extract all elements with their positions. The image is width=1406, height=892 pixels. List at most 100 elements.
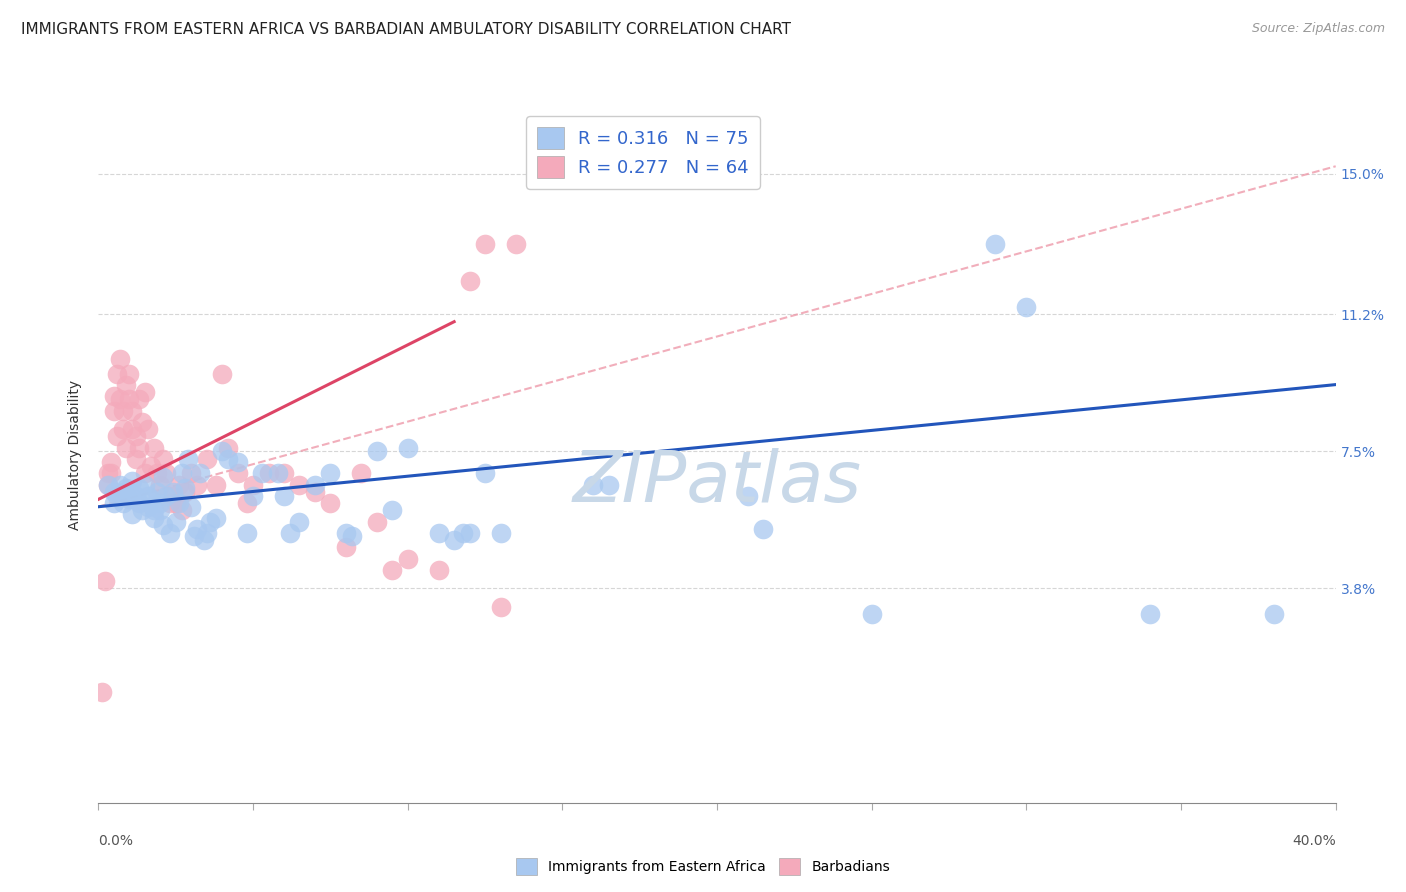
Point <box>335 525 357 540</box>
Point <box>242 489 264 503</box>
Point <box>136 422 159 436</box>
Point <box>118 392 141 407</box>
Point <box>217 451 239 466</box>
Point <box>162 484 184 499</box>
Point <box>93 574 115 588</box>
Point <box>167 496 190 510</box>
Point <box>1139 607 1161 621</box>
Point <box>105 429 128 443</box>
Point <box>103 496 125 510</box>
Point <box>340 529 363 543</box>
Point <box>115 441 138 455</box>
Y-axis label: Ambulatory Disability: Ambulatory Disability <box>69 380 83 530</box>
Point <box>100 467 122 481</box>
Point <box>115 377 138 392</box>
Point <box>128 496 150 510</box>
Point <box>198 515 221 529</box>
Point <box>134 384 156 399</box>
Point <box>143 511 166 525</box>
Point <box>103 403 125 417</box>
Point <box>128 392 150 407</box>
Point <box>131 503 153 517</box>
Point <box>162 489 184 503</box>
Point <box>860 607 883 621</box>
Point <box>90 685 112 699</box>
Point <box>205 477 228 491</box>
Point <box>121 474 143 488</box>
Point <box>458 525 481 540</box>
Point <box>183 529 205 543</box>
Point <box>205 511 228 525</box>
Point <box>149 503 172 517</box>
Point <box>288 515 311 529</box>
Point <box>453 525 475 540</box>
Legend: Immigrants from Eastern Africa, Barbadians: Immigrants from Eastern Africa, Barbadia… <box>510 853 896 880</box>
Point <box>146 467 169 481</box>
Point <box>159 525 181 540</box>
Legend: R = 0.316   N = 75, R = 0.277   N = 64: R = 0.316 N = 75, R = 0.277 N = 64 <box>526 116 759 189</box>
Point <box>165 515 187 529</box>
Point <box>170 503 193 517</box>
Point <box>149 477 172 491</box>
Point <box>195 525 218 540</box>
Point <box>112 403 135 417</box>
Point <box>217 441 239 455</box>
Point <box>139 492 162 507</box>
Point <box>112 496 135 510</box>
Point <box>152 518 174 533</box>
Point <box>304 477 326 491</box>
Point <box>427 563 450 577</box>
Point <box>319 467 342 481</box>
Point <box>118 492 141 507</box>
Point <box>474 237 496 252</box>
Point <box>155 467 177 481</box>
Point <box>105 367 128 381</box>
Point <box>139 458 162 473</box>
Point <box>118 484 141 499</box>
Point <box>236 496 259 510</box>
Point <box>458 274 481 288</box>
Point <box>124 429 146 443</box>
Point <box>396 441 419 455</box>
Point <box>257 467 280 481</box>
Point <box>489 525 512 540</box>
Point <box>335 541 357 555</box>
Point <box>319 496 342 510</box>
Point <box>136 489 159 503</box>
Point <box>211 367 233 381</box>
Point <box>105 489 128 503</box>
Point <box>366 515 388 529</box>
Point <box>195 451 218 466</box>
Point <box>252 467 274 481</box>
Text: 0.0%: 0.0% <box>98 834 134 848</box>
Point <box>134 477 156 491</box>
Point <box>427 525 450 540</box>
Point <box>226 467 249 481</box>
Point <box>273 489 295 503</box>
Point <box>121 403 143 417</box>
Point <box>165 496 187 510</box>
Point <box>396 551 419 566</box>
Point <box>598 477 620 491</box>
Point <box>186 522 208 536</box>
Point <box>108 351 131 366</box>
Point <box>134 467 156 481</box>
Point <box>97 477 120 491</box>
Point <box>128 441 150 455</box>
Point <box>100 455 122 469</box>
Point <box>267 467 290 481</box>
Point <box>177 451 200 466</box>
Point <box>381 503 404 517</box>
Text: ZIPatlas: ZIPatlas <box>572 449 862 517</box>
Point <box>1263 607 1285 621</box>
Point <box>474 467 496 481</box>
Text: IMMIGRANTS FROM EASTERN AFRICA VS BARBADIAN AMBULATORY DISABILITY CORRELATION CH: IMMIGRANTS FROM EASTERN AFRICA VS BARBAD… <box>21 22 792 37</box>
Point <box>108 477 131 491</box>
Point <box>381 563 404 577</box>
Point <box>152 470 174 484</box>
Point <box>115 481 138 495</box>
Point <box>112 422 135 436</box>
Point <box>273 467 295 481</box>
Point <box>737 489 759 503</box>
Point <box>180 500 202 514</box>
